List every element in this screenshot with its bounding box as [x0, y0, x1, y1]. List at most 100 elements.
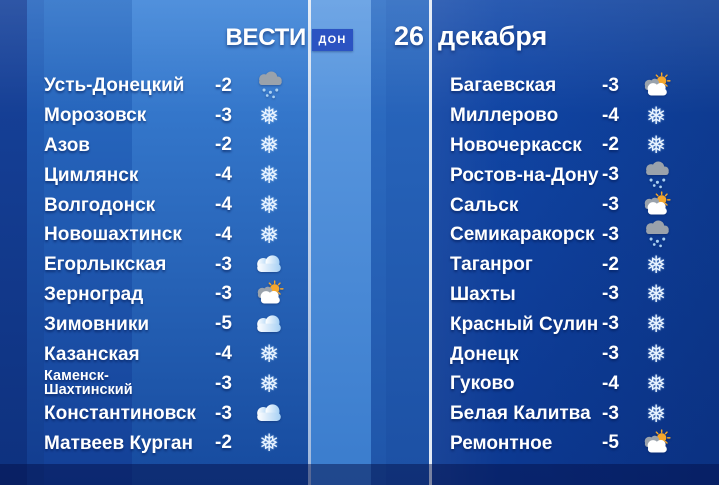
- city-label: Новошахтинск: [44, 224, 182, 246]
- divider-line: [429, 0, 432, 485]
- temperature-value: -2: [215, 432, 232, 454]
- forecast-column-left: Усть-Донецкий -2 Морозовск -3 ❅ Азов -2 ❅ Цимля…: [44, 71, 293, 458]
- city-label: Морозовск: [44, 105, 147, 127]
- temperature-value: -4: [602, 372, 619, 394]
- city-label: Гуково: [450, 373, 515, 395]
- snowflake-icon: ❅: [645, 280, 667, 309]
- city-label: Каменск- Шахтинский: [44, 368, 133, 398]
- temperature-value: -3: [215, 253, 232, 275]
- forecast-column-right: Багаевская -3 Миллерово -4 ❅ Новочеркасск -2 ❅…: [450, 71, 680, 458]
- city-label: Сальск: [450, 194, 519, 216]
- city-label: Донецк: [450, 343, 519, 365]
- snowflake-icon: ❅: [645, 131, 667, 160]
- right-panel: [432, 0, 719, 485]
- city-label: Шахты: [450, 283, 516, 305]
- snowflake-icon: ❅: [258, 131, 280, 160]
- city-label: Багаевская: [450, 75, 557, 97]
- weather-row: Новочеркасск -2 ❅: [450, 131, 680, 161]
- weather-row: Константиновск -3: [44, 399, 293, 429]
- weather-row: Шахты -3 ❅: [450, 280, 680, 310]
- weather-row: Морозовск -3 ❅: [44, 101, 293, 131]
- city-label: Белая Калитва: [450, 403, 591, 425]
- snowflake-icon: ❅: [645, 250, 667, 279]
- city-label: Семикаракорск: [450, 224, 595, 246]
- snowflake-icon: ❅: [645, 399, 667, 428]
- weather-row: Миллерово -4 ❅: [450, 101, 680, 131]
- temperature-value: -2: [602, 134, 619, 156]
- snowflake-icon: ❅: [258, 191, 280, 220]
- weather-row: Багаевская -3: [450, 71, 680, 101]
- temperature-value: -3: [602, 164, 619, 186]
- snowflake-icon: ❅: [258, 429, 280, 458]
- cloud-icon: [251, 314, 287, 335]
- weather-row: Усть-Донецкий -2: [44, 71, 293, 101]
- cloud-icon: [251, 403, 287, 424]
- temperature-value: -4: [215, 194, 232, 216]
- city-label: Зимовники: [44, 313, 150, 335]
- weather-row: Егорлыкская -3: [44, 250, 293, 280]
- city-label: Константиновск: [44, 403, 196, 425]
- temperature-value: -4: [215, 223, 232, 245]
- background-stripe: [0, 0, 27, 485]
- city-label: Ремонтное: [450, 432, 553, 454]
- sun-cloud-icon: [251, 280, 287, 308]
- temperature-value: -3: [602, 223, 619, 245]
- snowflake-icon: ❅: [645, 369, 667, 398]
- temperature-value: -3: [602, 74, 619, 96]
- snow-cloud-icon: [638, 161, 674, 190]
- temperature-value: -4: [215, 343, 232, 365]
- temperature-value: -3: [215, 283, 232, 305]
- vesti-logo: ВЕСТИ: [225, 24, 307, 51]
- snowflake-icon: ❅: [258, 369, 280, 398]
- weather-row: Зерноград -3: [44, 280, 293, 310]
- snowflake-icon: ❅: [258, 220, 280, 249]
- top-glow-overlay: [0, 0, 719, 115]
- temperature-value: -2: [215, 74, 232, 96]
- city-label: Новочеркасск: [450, 134, 582, 156]
- weather-row: Белая Калитва -3 ❅: [450, 399, 680, 429]
- snowflake-icon: ❅: [645, 340, 667, 369]
- temperature-value: -2: [602, 253, 619, 275]
- cloud-icon: [251, 254, 287, 275]
- weather-row: Гуково -4 ❅: [450, 369, 680, 399]
- snowflake-icon: ❅: [258, 340, 280, 369]
- city-label: Зерноград: [44, 283, 144, 305]
- weather-row: Азов -2 ❅: [44, 131, 293, 161]
- city-label: Матвеев Курган: [44, 432, 193, 454]
- temperature-value: -3: [215, 104, 232, 126]
- weather-row: Таганрог -2 ❅: [450, 250, 680, 280]
- snowflake-icon: ❅: [645, 310, 667, 339]
- city-label: Казанская: [44, 343, 140, 365]
- background-stripe: [386, 0, 429, 485]
- city-label: Цимлянск: [44, 164, 139, 186]
- sun-cloud-icon: [638, 191, 674, 219]
- city-label: Таганрог: [450, 254, 533, 276]
- background-stripe: [44, 0, 132, 485]
- snowflake-icon: ❅: [645, 101, 667, 130]
- weather-row: Цимлянск -4 ❅: [44, 160, 293, 190]
- sun-cloud-icon: [638, 72, 674, 100]
- background-stripe: [371, 0, 386, 485]
- weather-row: Ростов-на-Дону -3: [450, 160, 680, 190]
- temperature-value: -2: [215, 134, 232, 156]
- temperature-value: -5: [602, 432, 619, 454]
- weather-row: Новошахтинск -4 ❅: [44, 220, 293, 250]
- bottom-shade-overlay: [0, 464, 719, 485]
- snowflake-icon: ❅: [258, 101, 280, 130]
- sun-cloud-icon: [638, 429, 674, 457]
- weather-row: Матвеев Курган -2 ❅: [44, 429, 293, 459]
- temperature-value: -4: [215, 164, 232, 186]
- weather-row: Красный Сулин -3 ❅: [450, 309, 680, 339]
- temperature-value: -3: [602, 402, 619, 424]
- weather-row: Семикаракорск -3: [450, 220, 680, 250]
- weather-row: Казанская -4 ❅: [44, 339, 293, 369]
- temperature-value: -3: [602, 194, 619, 216]
- city-label: Красный Сулин: [450, 313, 599, 335]
- snow-cloud-icon: [638, 220, 674, 249]
- temperature-value: -5: [215, 313, 232, 335]
- city-label: Миллерово: [450, 105, 559, 127]
- temperature-value: -3: [602, 283, 619, 305]
- temperature-value: -3: [215, 372, 232, 394]
- temperature-value: -4: [602, 104, 619, 126]
